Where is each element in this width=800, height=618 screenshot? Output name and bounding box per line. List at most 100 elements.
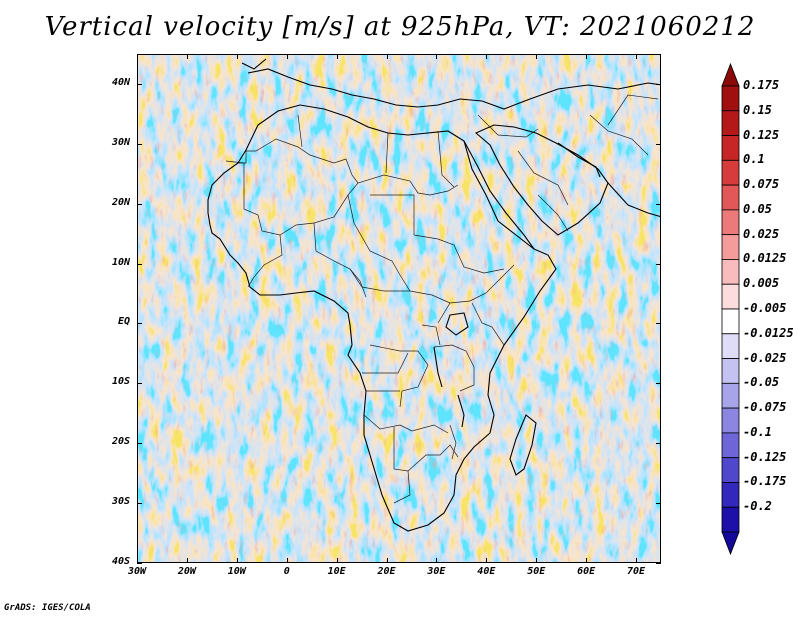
colorbar-box	[721, 184, 740, 211]
lat-tick-mark	[656, 203, 661, 205]
lat-tick-label: 40N	[111, 76, 130, 88]
lon-tick-mark	[586, 558, 588, 563]
colorbar-label: -0.075	[743, 400, 787, 415]
colorbar-boxes	[721, 62, 740, 556]
colorbar-label: 0.025	[743, 226, 780, 241]
colorbar-box	[721, 407, 740, 434]
colorbar-box	[721, 457, 740, 483]
lat-tick-label: 40S	[111, 556, 130, 567]
colorbar-box	[721, 159, 740, 186]
lat-tick-label: 30N	[111, 136, 130, 148]
colorbar-label: 0.075	[743, 177, 780, 192]
lon-tick-mark	[286, 558, 288, 563]
lon-tick-mark	[336, 54, 338, 59]
lon-tick-label: 0	[283, 566, 290, 577]
lat-tick-mark	[656, 263, 661, 265]
lat-tick-mark	[137, 323, 142, 325]
map-title: Vertical velocity [m/s] at 925hPa, VT: 2…	[44, 12, 756, 42]
lat-tick-label: 10N	[111, 256, 130, 268]
country-borders	[225, 94, 659, 504]
lon-tick-mark	[536, 54, 538, 59]
lat-tick-mark	[137, 83, 142, 85]
lon-tick-label: 60E	[577, 566, 596, 577]
colorbar-box	[721, 382, 740, 409]
lat-tick-mark	[656, 143, 661, 145]
coastlines	[207, 58, 660, 532]
lat-tick-mark	[656, 383, 661, 385]
lon-tick-mark	[386, 54, 388, 59]
lat-tick-label: 10S	[111, 376, 130, 388]
colorbar-label: -0.025	[743, 350, 787, 365]
lon-tick-mark	[236, 558, 238, 563]
map-plot-area[interactable]	[137, 54, 661, 563]
colorbar-label: -0.125	[743, 449, 787, 464]
lat-tick-mark	[137, 563, 142, 564]
lon-tick-label: 20E	[377, 566, 396, 577]
colorbar-box	[721, 110, 740, 136]
colorbar-box	[721, 506, 740, 533]
lat-tick-mark	[656, 83, 661, 85]
lon-tick-mark	[137, 558, 138, 563]
lat-tick-mark	[137, 263, 142, 265]
colorbar-label: 0.1	[743, 152, 765, 167]
colorbar-box	[721, 283, 740, 310]
lat-tick-mark	[656, 443, 661, 445]
colorbar-box	[721, 482, 740, 508]
lat-tick-mark	[137, 503, 142, 505]
lon-tick-label: 50E	[527, 566, 546, 577]
lon-tick-mark	[286, 54, 288, 59]
colorbar-label: 0.175	[743, 78, 780, 92]
lon-tick-label: 20W	[177, 566, 196, 577]
colorbar-label: 0.005	[743, 276, 780, 291]
lon-tick-label: 10E	[327, 566, 346, 577]
lon-tick-label: 30E	[427, 566, 446, 577]
lon-tick-label: 10W	[227, 566, 246, 577]
lon-tick-mark	[436, 558, 438, 563]
lon-tick-mark	[186, 54, 188, 59]
lat-tick-mark	[656, 323, 661, 325]
lon-tick-mark	[486, 54, 488, 59]
colorbar-top-arrow	[721, 62, 740, 87]
lon-tick-mark	[536, 558, 538, 563]
lon-tick-label: 70E	[627, 566, 646, 577]
colorbar-box	[721, 209, 740, 236]
lat-tick-mark	[137, 143, 142, 145]
lat-tick-mark	[656, 503, 661, 505]
lon-tick-mark	[486, 558, 488, 563]
colorbar-box	[721, 333, 740, 359]
lat-tick-mark	[137, 383, 142, 385]
colorbar-label: -0.0125	[743, 325, 794, 340]
lat-tick-label: 20S	[111, 436, 130, 448]
colorbar-label: -0.005	[743, 301, 787, 315]
colorbar-label: 0.15	[743, 102, 772, 117]
colorbar-label: -0.05	[743, 375, 780, 390]
colorbar-box	[721, 432, 740, 459]
lon-tick-mark	[386, 558, 388, 563]
colorbar-box	[721, 259, 740, 285]
lon-tick-label: 30W	[127, 566, 147, 577]
colorbar-box	[721, 358, 740, 384]
lon-tick-mark	[336, 558, 338, 563]
colorbar-label: -0.175	[743, 474, 787, 489]
lat-tick-label: 20N	[111, 196, 130, 208]
lon-tick-mark	[137, 54, 138, 59]
colorbar-box	[721, 135, 740, 161]
lon-tick-mark	[186, 558, 188, 563]
lat-tick-mark	[137, 443, 142, 445]
lon-tick-mark	[586, 54, 588, 59]
lat-tick-mark	[137, 203, 142, 205]
lat-tick-mark	[656, 563, 661, 564]
grads-credit: GrADS: IGES/COLA	[4, 603, 91, 613]
colorbar-bottom-arrow	[721, 531, 740, 556]
colorbar-label: 0.0125	[743, 251, 787, 266]
lon-tick-mark	[436, 54, 438, 59]
velocity-texture-updraft	[138, 55, 660, 562]
colorbar-label: 0.05	[743, 201, 772, 216]
lon-tick-mark	[236, 54, 238, 59]
lat-tick-label: 30S	[111, 496, 130, 508]
lon-tick-mark	[636, 558, 638, 563]
velocity-field-map	[138, 55, 660, 562]
colorbar-label: -0.1	[743, 424, 772, 439]
colorbar-box	[721, 234, 740, 260]
lat-tick-label: EQ	[117, 316, 130, 328]
